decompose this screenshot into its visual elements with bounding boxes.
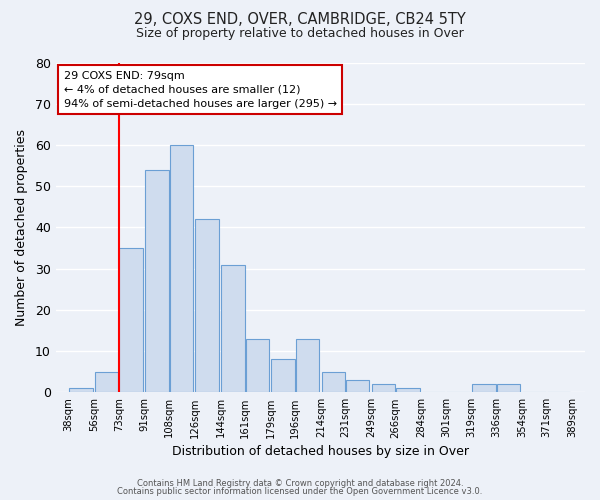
Bar bbox=[497, 384, 520, 392]
Bar bbox=[145, 170, 169, 392]
Bar bbox=[296, 338, 319, 392]
Text: 29, COXS END, OVER, CAMBRIDGE, CB24 5TY: 29, COXS END, OVER, CAMBRIDGE, CB24 5TY bbox=[134, 12, 466, 28]
Bar bbox=[69, 388, 92, 392]
Bar bbox=[271, 360, 295, 392]
Text: Contains public sector information licensed under the Open Government Licence v3: Contains public sector information licen… bbox=[118, 487, 482, 496]
Text: Size of property relative to detached houses in Over: Size of property relative to detached ho… bbox=[136, 28, 464, 40]
Bar bbox=[396, 388, 419, 392]
Bar bbox=[119, 248, 143, 392]
Bar bbox=[245, 338, 269, 392]
Bar bbox=[196, 219, 219, 392]
Text: Contains HM Land Registry data © Crown copyright and database right 2024.: Contains HM Land Registry data © Crown c… bbox=[137, 478, 463, 488]
Text: 29 COXS END: 79sqm
← 4% of detached houses are smaller (12)
94% of semi-detached: 29 COXS END: 79sqm ← 4% of detached hous… bbox=[64, 70, 337, 108]
Bar bbox=[221, 264, 245, 392]
Bar bbox=[372, 384, 395, 392]
Bar bbox=[322, 372, 345, 392]
Bar bbox=[95, 372, 118, 392]
Bar bbox=[170, 145, 193, 392]
X-axis label: Distribution of detached houses by size in Over: Distribution of detached houses by size … bbox=[172, 444, 469, 458]
Bar bbox=[346, 380, 370, 392]
Bar bbox=[472, 384, 496, 392]
Y-axis label: Number of detached properties: Number of detached properties bbox=[15, 129, 28, 326]
